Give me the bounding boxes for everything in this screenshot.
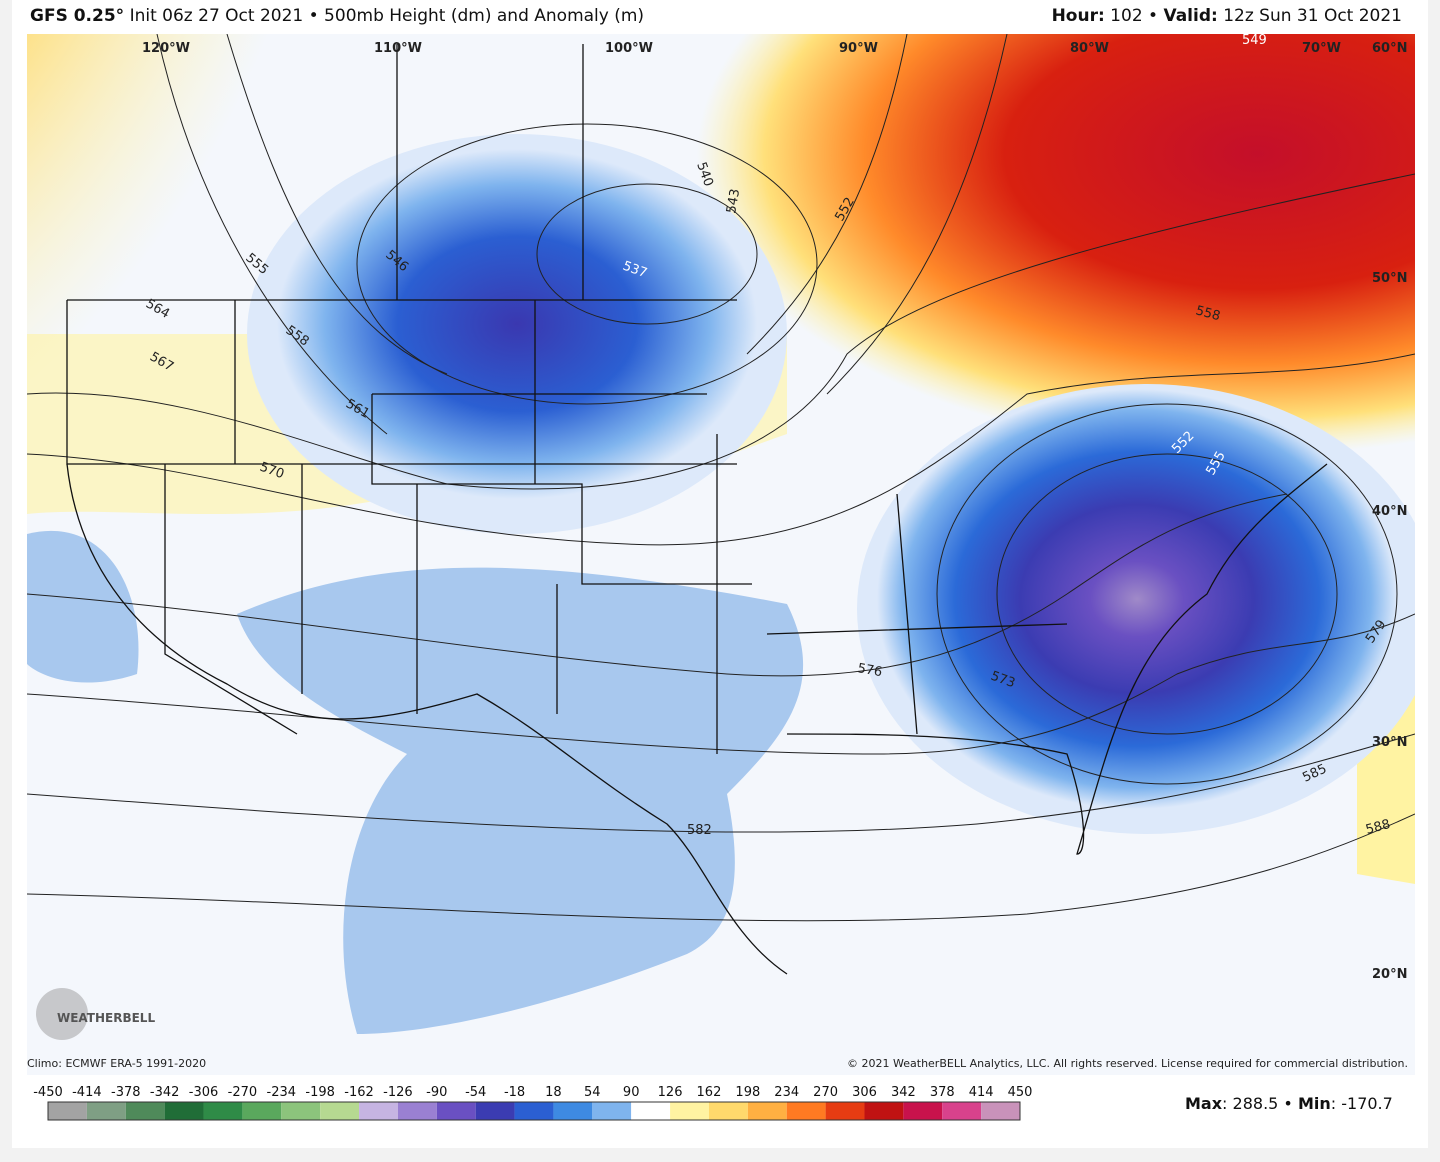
contour-label: 588 — [1364, 817, 1392, 838]
anomaly-cold — [277, 149, 757, 499]
colorbar-swatch — [436, 1102, 476, 1120]
colorbar-swatch — [708, 1102, 748, 1120]
colorbar-swatch — [242, 1102, 282, 1120]
lon-label: 70°W — [1302, 41, 1341, 56]
colorbar-swatch — [359, 1102, 398, 1120]
logo-text: WEATHERBELL — [57, 1011, 155, 1025]
colorbar-label: 126 — [658, 1085, 683, 1100]
colorbar-label: 450 — [1008, 1085, 1033, 1100]
colorbar-label: 342 — [891, 1085, 916, 1100]
anomaly-cold — [237, 567, 804, 1034]
lat-label: 40°N — [1372, 504, 1407, 519]
hour-label: Hour: — [1051, 6, 1105, 26]
graticule-labels: 120°W 110°W 100°W 90°W 80°W 70°W 60°N 50… — [142, 41, 1407, 982]
colorbar-swatch — [592, 1102, 632, 1120]
colorbar-swatch — [903, 1102, 943, 1120]
colorbar-label: 198 — [735, 1085, 760, 1100]
colorbar-label: 270 — [813, 1085, 838, 1100]
colorbar-swatch — [825, 1102, 865, 1120]
colorbar: -450 -414 -378 -342 -306 -270 -234 -198 -162 -126… — [33, 1085, 1033, 1121]
valid-label: Valid: — [1163, 6, 1218, 26]
colorbar-frame — [47, 1101, 1021, 1121]
description: Init 06z 27 Oct 2021 • 500mb Height (dm)… — [124, 6, 645, 26]
colorbar-swatch — [281, 1102, 321, 1120]
contour-label: 576 — [856, 661, 883, 680]
hour: 102 • — [1104, 6, 1164, 26]
colorbar-label: -198 — [305, 1085, 335, 1100]
colorbar-swatch — [942, 1102, 982, 1120]
colorbar-label: -342 — [150, 1085, 180, 1100]
colorbar-swatch — [320, 1102, 360, 1120]
colorbar-label: -270 — [228, 1085, 258, 1100]
colorbar-swatch — [747, 1102, 787, 1120]
lon-label: 120°W — [142, 41, 190, 56]
contour-label: 543 — [724, 188, 743, 215]
colorbar-label: -90 — [426, 1085, 447, 1100]
logo: WEATHERBELL — [36, 988, 155, 1040]
anomaly-cold — [27, 530, 139, 683]
anomaly-cold — [877, 389, 1397, 809]
colorbar-swatch — [397, 1102, 437, 1120]
min-label: Min — [1297, 1094, 1331, 1113]
anomaly-warm — [697, 34, 1415, 454]
colorbar-swatch — [631, 1102, 671, 1120]
lon-label: 90°W — [839, 41, 878, 56]
colorbar-swatch — [48, 1102, 87, 1120]
contour-label: 549 — [1242, 34, 1267, 48]
colorbar-label: -54 — [465, 1085, 486, 1100]
colorbar-label: -378 — [111, 1085, 141, 1100]
lat-label: 20°N — [1372, 967, 1407, 982]
lon-label: 80°W — [1070, 41, 1109, 56]
colorbar-label: -450 — [33, 1085, 63, 1100]
header-right: Hour: 102 • Valid: 12z Sun 31 Oct 2021 — [1052, 6, 1402, 26]
borders — [66, 44, 1328, 975]
lat-label: 50°N — [1372, 271, 1407, 286]
colorbar-label: 378 — [930, 1085, 955, 1100]
colorbar-label: -234 — [267, 1085, 297, 1100]
colorbar-label: 18 — [545, 1085, 562, 1100]
colorbar-swatch — [475, 1102, 515, 1120]
lon-label: 110°W — [374, 41, 422, 56]
header-left: GFS 0.25° Init 06z 27 Oct 2021 • 500mb H… — [30, 6, 644, 26]
model: GFS 0.25° — [30, 6, 125, 26]
colorbar-label: -162 — [344, 1085, 374, 1100]
colorbar-label: -414 — [72, 1085, 102, 1100]
colorbar-label: -18 — [504, 1085, 525, 1100]
colorbar-label: 54 — [584, 1085, 601, 1100]
colorbar-label: -126 — [383, 1085, 413, 1100]
lon-label: 100°W — [605, 41, 653, 56]
colorbar-swatch — [514, 1102, 554, 1120]
colorbar-swatch — [553, 1102, 593, 1120]
colorbar-swatch — [164, 1102, 204, 1120]
copyright: © 2021 WeatherBELL Analytics, LLC. All r… — [847, 1057, 1408, 1070]
max: 288.5 — [1232, 1094, 1279, 1113]
valid: 12z Sun 31 Oct 2021 — [1217, 6, 1402, 26]
colorbar-swatch — [864, 1102, 904, 1120]
colorbar-swatch — [786, 1102, 826, 1120]
colorbar-label: 234 — [774, 1085, 799, 1100]
lat-label: 30°N — [1372, 735, 1407, 750]
colorbar-swatch — [203, 1102, 243, 1120]
lat-label: 60°N — [1372, 41, 1407, 56]
max-label: Max — [1185, 1094, 1223, 1113]
colorbar-label: -306 — [189, 1085, 219, 1100]
colorbar-swatch — [86, 1102, 126, 1120]
contour-label: 558 — [1194, 303, 1222, 324]
colorbar-label: 306 — [852, 1085, 877, 1100]
contour-label: 582 — [687, 823, 712, 838]
colorbar-swatch — [670, 1102, 709, 1120]
stats: Max: 288.5 • Min: -170.7 — [1185, 1094, 1393, 1113]
colorbar-swatch — [125, 1102, 165, 1120]
colorbar-label: 162 — [697, 1085, 722, 1100]
min: -170.7 — [1341, 1094, 1393, 1113]
map: 549 540 543 552 537 546 555 558 564 567 … — [27, 34, 1415, 1075]
colorbar-label: 90 — [623, 1085, 640, 1100]
colorbar-swatch — [981, 1102, 1020, 1120]
colorbar-label: 414 — [969, 1085, 994, 1100]
climo-note: Climo: ECMWF ERA-5 1991-2020 — [27, 1057, 207, 1070]
